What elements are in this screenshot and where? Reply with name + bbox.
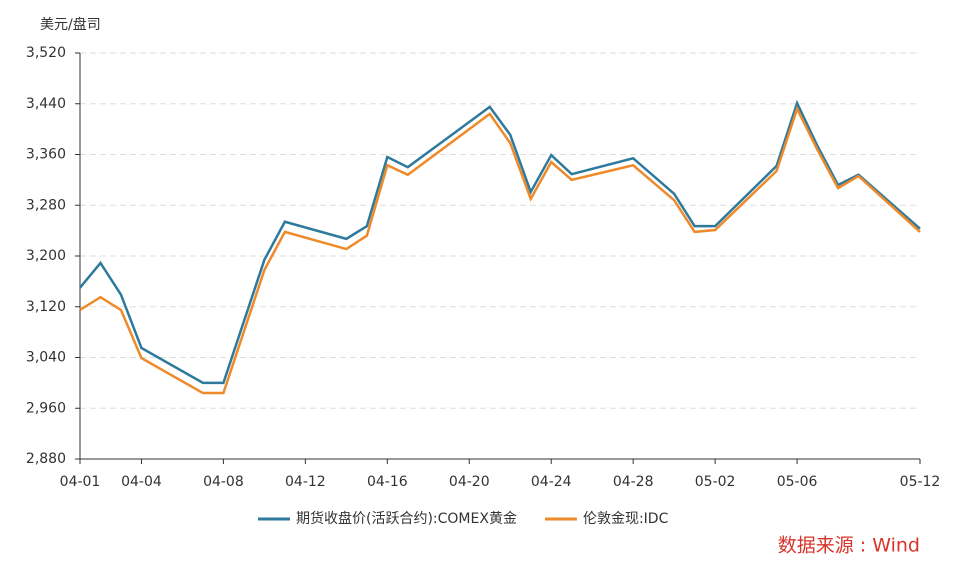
x-tick-label: 04-08 bbox=[203, 474, 244, 490]
y-tick-label: 3,120 bbox=[26, 299, 66, 315]
series-line bbox=[79, 99, 921, 385]
y-tick-label: 2,960 bbox=[26, 400, 66, 416]
y-tick-label: 3,520 bbox=[26, 45, 66, 61]
y-tick-label: 2,880 bbox=[26, 451, 66, 467]
x-tick-label: 04-16 bbox=[367, 474, 408, 490]
series-line bbox=[79, 105, 921, 395]
x-tick-label: 04-20 bbox=[449, 474, 490, 490]
legend-label: 伦敦金现:IDC bbox=[583, 511, 669, 527]
y-tick-label: 3,040 bbox=[26, 350, 66, 366]
x-tick-label: 04-01 bbox=[60, 474, 101, 490]
y-tick-label: 3,280 bbox=[26, 197, 66, 213]
y-tick-label: 3,360 bbox=[26, 147, 66, 163]
y-tick-label: 3,200 bbox=[26, 248, 66, 264]
x-tick-label: 04-24 bbox=[531, 474, 572, 490]
x-tick-label: 05-02 bbox=[695, 474, 736, 490]
legend-label: 期货收盘价(活跃合约):COMEX黄金 bbox=[296, 510, 517, 527]
x-tick-label: 04-28 bbox=[613, 474, 654, 490]
y-tick-label: 3,440 bbox=[26, 96, 66, 112]
x-tick-label: 05-06 bbox=[777, 474, 818, 490]
source-note: 数据来源 : Wind bbox=[778, 535, 920, 557]
x-tick-label: 05-12 bbox=[900, 474, 941, 490]
x-tick-label: 04-04 bbox=[121, 474, 162, 490]
y-axis-label: 美元/盘司 bbox=[40, 16, 101, 33]
x-tick-label: 04-12 bbox=[285, 474, 326, 490]
